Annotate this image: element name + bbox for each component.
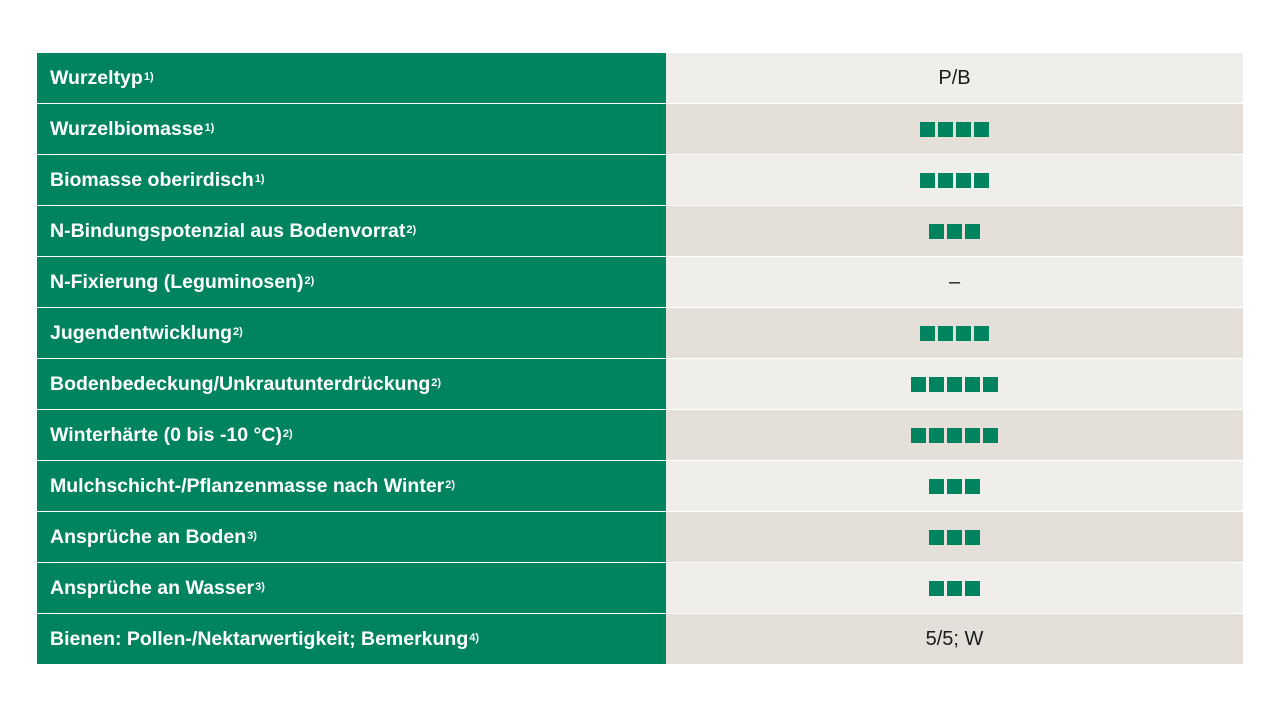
- footnote-marker: 2): [233, 326, 243, 338]
- row-label: Bodenbedeckung/Unkrautunterdrückung 2): [37, 359, 666, 409]
- rating-squares: [929, 223, 980, 239]
- footnote-marker: 2): [431, 377, 442, 389]
- table-row: N-Fixierung (Leguminosen) 2) –: [37, 257, 1243, 308]
- rating-square: [938, 121, 953, 137]
- rating-square: [911, 427, 926, 443]
- footnote-marker: 3): [255, 581, 265, 593]
- rating-square: [947, 580, 962, 596]
- rating-square: [956, 325, 971, 341]
- row-value: 5/5; W: [666, 614, 1243, 664]
- table-row: Mulchschicht-/Pflanzenmasse nach Winter 2…: [37, 461, 1243, 512]
- rating-square: [920, 325, 935, 341]
- table-row: Jugendentwicklung 2): [37, 308, 1243, 359]
- rating-square: [911, 376, 926, 392]
- footnote-marker: 4): [469, 632, 480, 644]
- row-rating: [666, 410, 1243, 460]
- rating-square: [929, 478, 944, 494]
- rating-square: [938, 172, 953, 188]
- rating-square: [938, 325, 953, 341]
- rating-square: [956, 121, 971, 137]
- footnote-marker: 2): [406, 224, 417, 236]
- rating-square: [965, 529, 980, 545]
- rating-squares: [911, 427, 998, 443]
- rating-square: [947, 529, 962, 545]
- rating-square: [947, 478, 962, 494]
- rating-square: [929, 427, 944, 443]
- rating-square: [974, 325, 989, 341]
- rating-square: [929, 376, 944, 392]
- table-row: N-Bindungspotenzial aus Bodenvorrat 2): [37, 206, 1243, 257]
- rating-square: [974, 172, 989, 188]
- properties-table: Wurzeltyp 1) P/B Wurzelbiomasse 1) Biomass…: [37, 53, 1243, 664]
- rating-square: [947, 427, 962, 443]
- row-rating: [666, 563, 1243, 613]
- row-value: P/B: [666, 53, 1243, 103]
- footnote-marker: 3): [247, 530, 257, 542]
- row-label: Wurzelbiomasse 1): [37, 104, 666, 154]
- rating-square: [956, 172, 971, 188]
- rating-squares: [920, 325, 989, 341]
- row-label: Bienen: Pollen-/Nektarwertigkeit; Bemerk…: [37, 614, 666, 664]
- rating-square: [965, 427, 980, 443]
- rating-square: [965, 223, 980, 239]
- row-label: Wurzeltyp 1): [37, 53, 666, 103]
- rating-squares: [920, 121, 989, 137]
- row-label: Winterhärte (0 bis -10 °C) 2): [37, 410, 666, 460]
- rating-square: [929, 223, 944, 239]
- rating-squares: [929, 478, 980, 494]
- row-label: N-Fixierung (Leguminosen) 2): [37, 257, 666, 307]
- rating-square: [929, 580, 944, 596]
- row-rating: [666, 512, 1243, 562]
- row-rating: [666, 206, 1243, 256]
- row-label: Ansprüche an Boden 3): [37, 512, 666, 562]
- rating-square: [947, 376, 962, 392]
- row-rating: [666, 461, 1243, 511]
- footnote-marker: 2): [445, 479, 456, 491]
- row-value: –: [666, 257, 1243, 307]
- rating-square: [920, 172, 935, 188]
- row-label: Mulchschicht-/Pflanzenmasse nach Winter 2…: [37, 461, 666, 511]
- rating-squares: [929, 580, 980, 596]
- footnote-marker: 1): [204, 122, 215, 134]
- row-label: Jugendentwicklung 2): [37, 308, 666, 358]
- row-label: N-Bindungspotenzial aus Bodenvorrat 2): [37, 206, 666, 256]
- row-label: Biomasse oberirdisch 1): [37, 155, 666, 205]
- rating-square: [965, 376, 980, 392]
- table-row: Bodenbedeckung/Unkrautunterdrückung 2): [37, 359, 1243, 410]
- footnote-marker: 1): [254, 173, 265, 185]
- row-label: Ansprüche an Wasser 3): [37, 563, 666, 613]
- rating-square: [929, 529, 944, 545]
- rating-square: [965, 580, 980, 596]
- footnote-marker: 2): [282, 428, 293, 440]
- footnote-marker: 1): [143, 71, 154, 83]
- rating-squares: [911, 376, 998, 392]
- table-row: Bienen: Pollen-/Nektarwertigkeit; Bemerk…: [37, 614, 1243, 664]
- rating-square: [920, 121, 935, 137]
- rating-square: [965, 478, 980, 494]
- row-rating: [666, 308, 1243, 358]
- rating-square: [983, 427, 998, 443]
- table-row: Wurzeltyp 1) P/B: [37, 53, 1243, 104]
- row-rating: [666, 104, 1243, 154]
- table-row: Ansprüche an Wasser 3): [37, 563, 1243, 614]
- footnote-marker: 2): [304, 275, 315, 287]
- rating-square: [974, 121, 989, 137]
- table-row: Ansprüche an Boden 3): [37, 512, 1243, 563]
- table-row: Biomasse oberirdisch 1): [37, 155, 1243, 206]
- rating-squares: [920, 172, 989, 188]
- table-row: Wurzelbiomasse 1): [37, 104, 1243, 155]
- rating-squares: [929, 529, 980, 545]
- table-row: Winterhärte (0 bis -10 °C) 2): [37, 410, 1243, 461]
- rating-square: [983, 376, 998, 392]
- row-rating: [666, 359, 1243, 409]
- row-rating: [666, 155, 1243, 205]
- rating-square: [947, 223, 962, 239]
